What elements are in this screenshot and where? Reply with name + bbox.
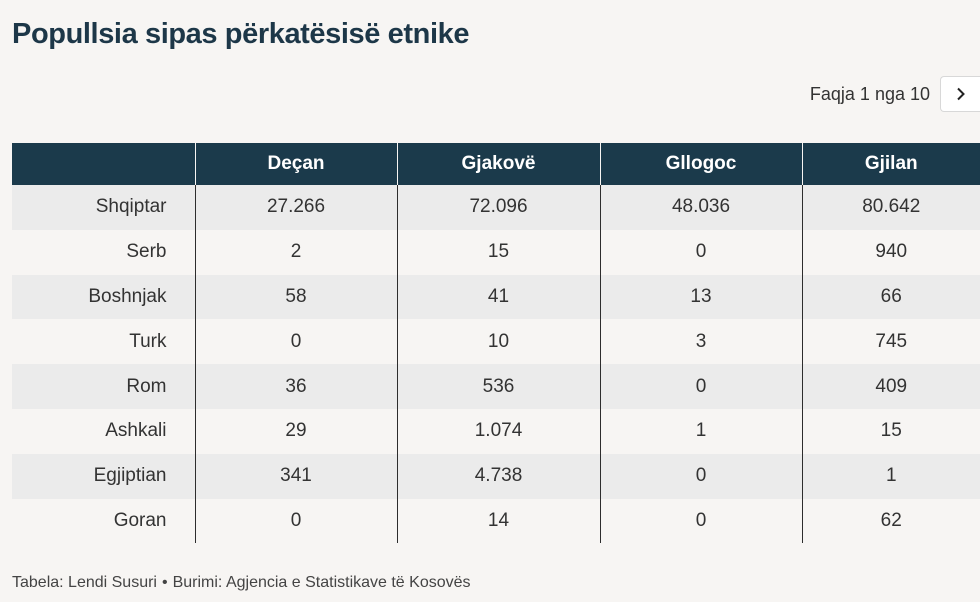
table-cell: 58	[194, 274, 397, 320]
source-credit: Burimi: Agjencia e Statistikave të Kosov…	[172, 574, 471, 591]
column-header: Gjilan	[801, 143, 980, 185]
table-cell: 41	[396, 274, 600, 320]
table-row: Rom 36 536 0 409	[12, 364, 980, 409]
table-cell: 4.738	[396, 453, 600, 499]
row-label: Serb	[126, 241, 167, 263]
population-table: Deçan Gjakovë Gllogoc Gjilan Shqiptar 27…	[12, 143, 980, 544]
table-row: Egjiptian 341 4.738 0 1	[12, 453, 980, 499]
next-page-button[interactable]	[940, 76, 980, 112]
table-row: Serb 2 15 0 940	[12, 229, 980, 275]
table-cell: 80.642	[801, 185, 980, 230]
table-row: Shqiptar 27.266 72.096 48.036 80.642	[12, 185, 980, 230]
pagination: Faqja 1 nga 10	[810, 76, 980, 112]
table-cell: 66	[801, 274, 980, 320]
table-cell: 409	[801, 364, 980, 409]
row-label: Egjiptian	[93, 465, 167, 487]
table-cell: 15	[396, 229, 600, 275]
table-cell: 1	[599, 408, 802, 454]
row-label: Rom	[126, 375, 167, 397]
table-cell: 0	[599, 453, 802, 499]
separator-dot: •	[161, 574, 168, 591]
row-label: Ashkali	[105, 420, 167, 442]
table-cell: 0	[599, 364, 802, 409]
table-cell: 0	[194, 498, 397, 544]
author-credit: Tabela: Lendi Susuri	[12, 574, 157, 591]
table-cell: 13	[599, 274, 802, 320]
table-cell: 940	[801, 229, 980, 275]
table-row: Boshnjak 58 41 13 66	[12, 274, 980, 320]
table-header-row: Deçan Gjakovë Gllogoc Gjilan	[12, 143, 980, 185]
column-header: Gllogoc	[599, 143, 802, 185]
chevron-right-icon	[956, 87, 965, 101]
table-row: Ashkali 29 1.074 1 15	[12, 408, 980, 454]
table-row: Turk 0 10 3 745	[12, 319, 980, 365]
table-cell: 745	[801, 319, 980, 365]
table-cell: 1	[801, 453, 980, 499]
table-cell: 62	[801, 498, 980, 544]
table-cell: 27.266	[194, 185, 397, 230]
table-row: Goran 0 14 0 62	[12, 498, 980, 544]
row-label: Turk	[129, 330, 167, 352]
table-cell: 0	[194, 319, 397, 365]
table-cell: 15	[801, 408, 980, 454]
table-cell: 48.036	[599, 185, 802, 230]
column-header: Gjakovë	[396, 143, 600, 185]
table-cell: 0	[599, 498, 802, 544]
row-label: Shqiptar	[95, 196, 167, 218]
row-label: Boshnjak	[88, 285, 167, 307]
table-cell: 72.096	[396, 185, 600, 230]
table-cell: 536	[396, 364, 600, 409]
column-header: Deçan	[194, 143, 397, 185]
table-footer: Tabela: Lendi Susuri • Burimi: Agjencia e …	[12, 574, 471, 592]
table-cell: 1.074	[396, 408, 600, 454]
table-cell: 3	[599, 319, 802, 365]
column-header	[12, 143, 195, 185]
table-cell: 36	[194, 364, 397, 409]
table-cell: 341	[194, 453, 397, 499]
page-title: Popullsia sipas përkatësisë etnike	[12, 18, 470, 50]
page-indicator: Faqja 1 nga 10	[809, 83, 930, 104]
table-cell: 10	[396, 319, 600, 365]
table-cell: 0	[599, 229, 802, 275]
table-cell: 29	[194, 408, 397, 454]
table-cell: 14	[396, 498, 600, 544]
row-label: Goran	[113, 509, 167, 531]
table-cell: 2	[194, 229, 397, 275]
